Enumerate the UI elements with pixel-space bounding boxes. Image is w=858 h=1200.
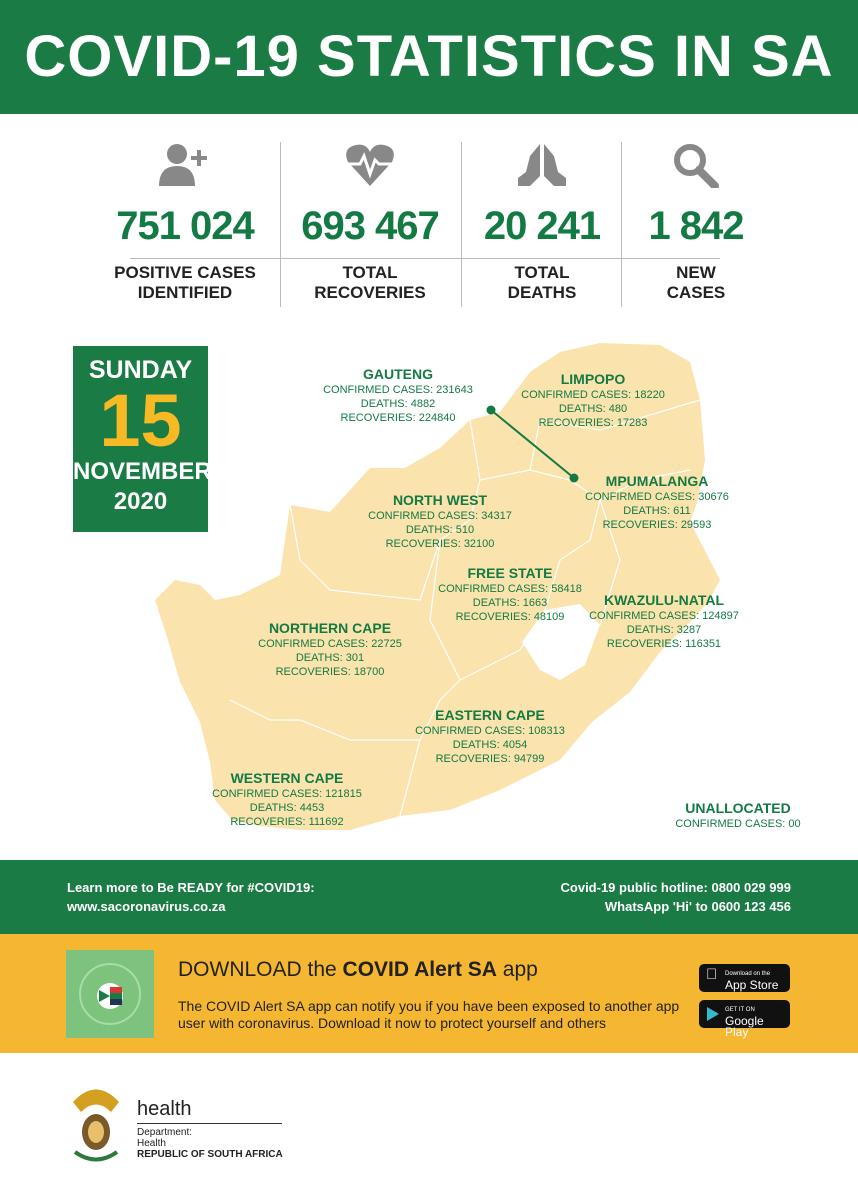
department-of-health-logo: health Department: Health REPUBLIC OF SO… xyxy=(137,1098,283,1160)
province-cases: CONFIRMED CASES: 58418 xyxy=(438,583,582,595)
province-recoveries: RECOVERIES: 224840 xyxy=(340,412,456,424)
south-africa-map xyxy=(155,343,720,830)
praying-hands-icon xyxy=(452,140,632,190)
stat-total-recoveries: 693 467 TOTAL RECOVERIES xyxy=(280,140,460,303)
province-deaths: DEATHS: 611 xyxy=(623,505,691,517)
app-banner: DOWNLOAD the COVID Alert SA app The COVI… xyxy=(0,934,858,1053)
province-cases: CONFIRMED CASES: 108313 xyxy=(415,725,565,737)
play-icon xyxy=(707,1007,719,1021)
province-western-cape: WESTERN CAPE CONFIRMED CASES: 121815 DEATH… xyxy=(212,770,362,829)
province-cases: CONFIRMED CASES: 34317 xyxy=(368,510,512,522)
province-free-state: FREE STATE CONFIRMED CASES: 58418 DEATHS: … xyxy=(438,565,582,624)
search-icon xyxy=(606,140,786,190)
province-deaths: DEATHS: 480 xyxy=(558,403,628,415)
province-cases: CONFIRMED CASES: 18220 xyxy=(521,389,665,401)
add-user-icon xyxy=(95,140,275,190)
date-box: SUNDAY 15 NOVEMBER 2020 xyxy=(73,346,212,532)
province-recoveries: RECOVERIES: 116351 xyxy=(606,638,722,650)
province-recoveries: RECOVERIES: 17283 xyxy=(538,417,648,429)
google-play-button[interactable]: GET IT ON Google Play xyxy=(699,1000,790,1038)
covid-alert-app-logo xyxy=(66,950,154,1038)
province-name: LIMPOPO xyxy=(560,371,626,387)
province-recoveries: RECOVERIES: 29593 xyxy=(602,519,712,531)
heartbeat-icon xyxy=(280,140,460,190)
coat-of-arms-logo xyxy=(65,1082,127,1167)
province-cases: CONFIRMED CASES: 30676 xyxy=(585,491,729,503)
province-name: GAUTENG xyxy=(363,366,433,382)
province-cases: CONFIRMED CASES: 22725 xyxy=(258,638,402,650)
province-cases: CONFIRMED CASES: 231643 xyxy=(323,384,473,396)
province-limpopo: LIMPOPO CONFIRMED CASES: 18220 DEATHS: 480… xyxy=(521,371,665,430)
stat-positive-cases: 751 024 POSITIVE CASES IDENTIFIED xyxy=(95,140,275,303)
website-link[interactable]: www.sacoronavirus.co.za xyxy=(67,899,226,914)
province-cases: CONFIRMED CASES: 121815 xyxy=(212,788,362,800)
province-name: KWAZULU-NATAL xyxy=(603,592,724,608)
stat-total-deaths: 20 241 TOTAL DEATHS xyxy=(452,140,632,303)
page-title: COVID-19 STATISTICS IN SA xyxy=(0,0,858,114)
province-deaths: DEATHS: 4054 xyxy=(452,739,528,751)
province-name: MPUMALANGA xyxy=(605,473,709,489)
province-deaths: DEATHS: 4882 xyxy=(360,398,436,410)
province-northern-cape: NORTHERN CAPE CONFIRMED CASES: 22725 DEATH… xyxy=(258,620,402,679)
app-store-button[interactable]:  Download on the App Store xyxy=(699,964,790,992)
province-name: NORTHERN CAPE xyxy=(268,620,392,636)
province-deaths: DEATHS: 3287 xyxy=(626,624,702,636)
footer-banner: Learn more to Be READY for #COVID19: www… xyxy=(0,860,858,934)
stat-new-cases: 1 842 NEW CASES xyxy=(606,140,786,303)
province-recoveries: RECOVERIES: 111692 xyxy=(230,816,344,828)
province-mpumalanga: MPUMALANGA CONFIRMED CASES: 30676 DEATHS: … xyxy=(585,473,729,532)
province-cases: CONFIRMED CASES: 124897 xyxy=(589,610,739,622)
province-eastern-cape: EASTERN CAPE CONFIRMED CASES: 108313 DEATH… xyxy=(415,707,565,766)
province-deaths: DEATHS: 510 xyxy=(405,524,475,536)
province-recoveries: RECOVERIES: 48109 xyxy=(455,611,565,623)
province-deaths: DEATHS: 4453 xyxy=(249,802,325,814)
province-gauteng: GAUTENG CONFIRMED CASES: 231643 DEATHS: 48… xyxy=(323,366,473,425)
province-deaths: DEATHS: 301 xyxy=(295,652,365,664)
apple-icon:  xyxy=(706,967,717,982)
province-name: EASTERN CAPE xyxy=(435,707,545,723)
province-kwazulu-natal: KWAZULU-NATAL CONFIRMED CASES: 124897 DEAT… xyxy=(589,592,739,651)
province-unallocated: UNALLOCATED CONFIRMED CASES: 00 xyxy=(675,800,801,830)
province-name: NORTH WEST xyxy=(392,492,488,508)
province-recoveries: RECOVERIES: 18700 xyxy=(275,666,385,678)
province-recoveries: RECOVERIES: 32100 xyxy=(385,538,495,550)
province-name: FREE STATE xyxy=(467,565,553,581)
province-name: WESTERN CAPE xyxy=(230,770,344,786)
province-north-west: NORTH WEST CONFIRMED CASES: 34317 DEATHS: … xyxy=(368,492,512,551)
province-deaths: DEATHS: 1663 xyxy=(472,597,548,609)
province-recoveries: RECOVERIES: 94799 xyxy=(435,753,545,765)
